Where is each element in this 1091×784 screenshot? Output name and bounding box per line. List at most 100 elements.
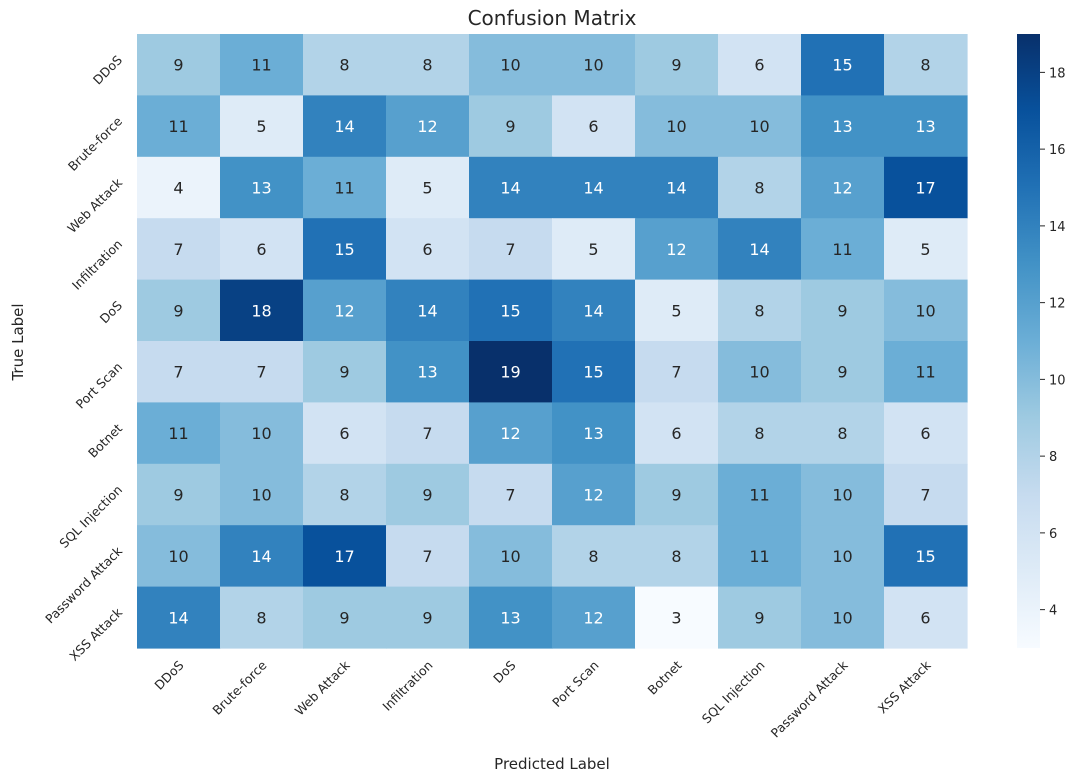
x-tick-label: XSS Attack — [875, 657, 934, 716]
heatmap-cell — [801, 463, 885, 526]
heatmap-cell — [884, 95, 968, 158]
heatmap-cell — [718, 402, 802, 465]
chart-title: Confusion Matrix — [468, 6, 637, 30]
heatmap-cell — [635, 218, 719, 281]
heatmap-cell — [718, 586, 802, 649]
heatmap-cell — [303, 218, 387, 281]
heatmap-cell — [718, 218, 802, 281]
heatmap-cell — [801, 218, 885, 281]
y-tick-label: DDoS — [90, 52, 125, 87]
cell-value-label: 9 — [173, 56, 183, 75]
cell-value-label: 18 — [251, 301, 271, 320]
cell-value-label: 5 — [588, 240, 598, 259]
cell-value-label: 10 — [666, 117, 686, 136]
cell-value-label: 11 — [168, 117, 188, 136]
heatmap-cell — [469, 95, 553, 158]
heatmap-cell — [220, 95, 304, 158]
cell-value-label: 7 — [422, 547, 432, 566]
cell-value-label: 14 — [417, 301, 437, 320]
y-tick-label: Port Scan — [73, 359, 125, 411]
cell-value-label: 6 — [588, 117, 598, 136]
heatmap-cell — [386, 402, 470, 465]
heatmap-cell — [137, 156, 221, 219]
heatmap-cell — [469, 156, 553, 219]
cell-value-label: 10 — [915, 301, 935, 320]
cell-value-label: 5 — [422, 179, 432, 198]
heatmap-cell — [635, 525, 719, 588]
heatmap-cell — [220, 279, 304, 342]
heatmap-cell — [635, 463, 719, 526]
heatmap-cell — [552, 341, 636, 403]
x-tick-label: DoS — [490, 657, 518, 685]
cell-value-label: 12 — [832, 179, 852, 198]
heatmap-cell — [718, 156, 802, 219]
cell-value-label: 13 — [417, 363, 437, 382]
cell-value-label: 9 — [837, 363, 847, 382]
cell-value-label: 13 — [832, 117, 852, 136]
heatmap-cell — [552, 279, 636, 342]
cell-value-label: 9 — [173, 486, 183, 505]
cell-value-label: 7 — [671, 363, 681, 382]
cell-value-label: 8 — [339, 486, 349, 505]
heatmap-annotations: 9 11 8 8 10 10 9 6 15 8 11 5 14 12 9 6 10 10 13 13 4 13 11 5 14 1… — [168, 56, 935, 628]
heatmap-cell — [635, 34, 719, 96]
heatmap-cell — [884, 218, 968, 281]
cell-value-label: 6 — [339, 424, 349, 443]
y-tick-label: Infiltration — [69, 236, 125, 292]
x-tick-label: Infiltration — [379, 658, 435, 714]
heatmap-cell — [137, 341, 221, 403]
cell-value-label: 13 — [500, 608, 520, 627]
cell-value-label: 11 — [749, 486, 769, 505]
cell-value-label: 3 — [671, 608, 681, 627]
cell-value-label: 8 — [837, 424, 847, 443]
cell-value-label: 11 — [749, 547, 769, 566]
cell-value-label: 9 — [339, 608, 349, 627]
cell-value-label: 7 — [505, 240, 515, 259]
cell-value-label: 7 — [920, 486, 930, 505]
cell-value-label: 10 — [583, 56, 603, 75]
cell-value-label: 12 — [334, 301, 354, 320]
cell-value-label: 8 — [671, 547, 681, 566]
heatmap-cell — [137, 34, 221, 96]
heatmap-cell — [137, 95, 221, 158]
y-axis-label: True Label — [9, 303, 27, 381]
heatmap-cell — [884, 279, 968, 342]
cell-value-label: 14 — [583, 179, 603, 198]
heatmap-cell — [303, 279, 387, 342]
heatmap-cell — [386, 586, 470, 649]
colorbar-tick-label: 10 — [1049, 373, 1066, 388]
cell-value-label: 7 — [422, 424, 432, 443]
heatmap-cell — [635, 586, 719, 649]
heatmap-cell — [220, 34, 304, 96]
heatmap-cell — [635, 95, 719, 158]
cell-value-label: 9 — [837, 301, 847, 320]
cell-value-label: 12 — [417, 117, 437, 136]
heatmap-cell — [303, 341, 387, 403]
cell-value-label: 12 — [500, 424, 520, 443]
cell-value-label: 8 — [754, 301, 764, 320]
cell-value-label: 5 — [671, 301, 681, 320]
heatmap-cell — [718, 341, 802, 403]
heatmap-cell — [386, 34, 470, 96]
heatmap-cell — [884, 463, 968, 526]
cell-value-label: 14 — [749, 240, 769, 259]
cell-value-label: 6 — [754, 56, 764, 75]
cell-value-label: 9 — [754, 608, 764, 627]
cell-value-label: 9 — [422, 486, 432, 505]
cell-value-label: 12 — [583, 608, 603, 627]
cell-value-label: 6 — [920, 608, 930, 627]
cell-value-label: 11 — [168, 424, 188, 443]
cell-value-label: 10 — [168, 547, 188, 566]
cell-value-label: 14 — [666, 179, 686, 198]
heatmap-cell — [303, 463, 387, 526]
cell-value-label: 8 — [920, 56, 930, 75]
heatmap-cell — [884, 586, 968, 649]
cell-value-label: 13 — [583, 424, 603, 443]
y-tick-label: DoS — [97, 298, 125, 326]
cell-value-label: 8 — [339, 56, 349, 75]
heatmap-cell — [386, 341, 470, 403]
heatmap-cell — [220, 341, 304, 403]
heatmap-cell — [801, 525, 885, 588]
heatmap-cell — [718, 463, 802, 526]
